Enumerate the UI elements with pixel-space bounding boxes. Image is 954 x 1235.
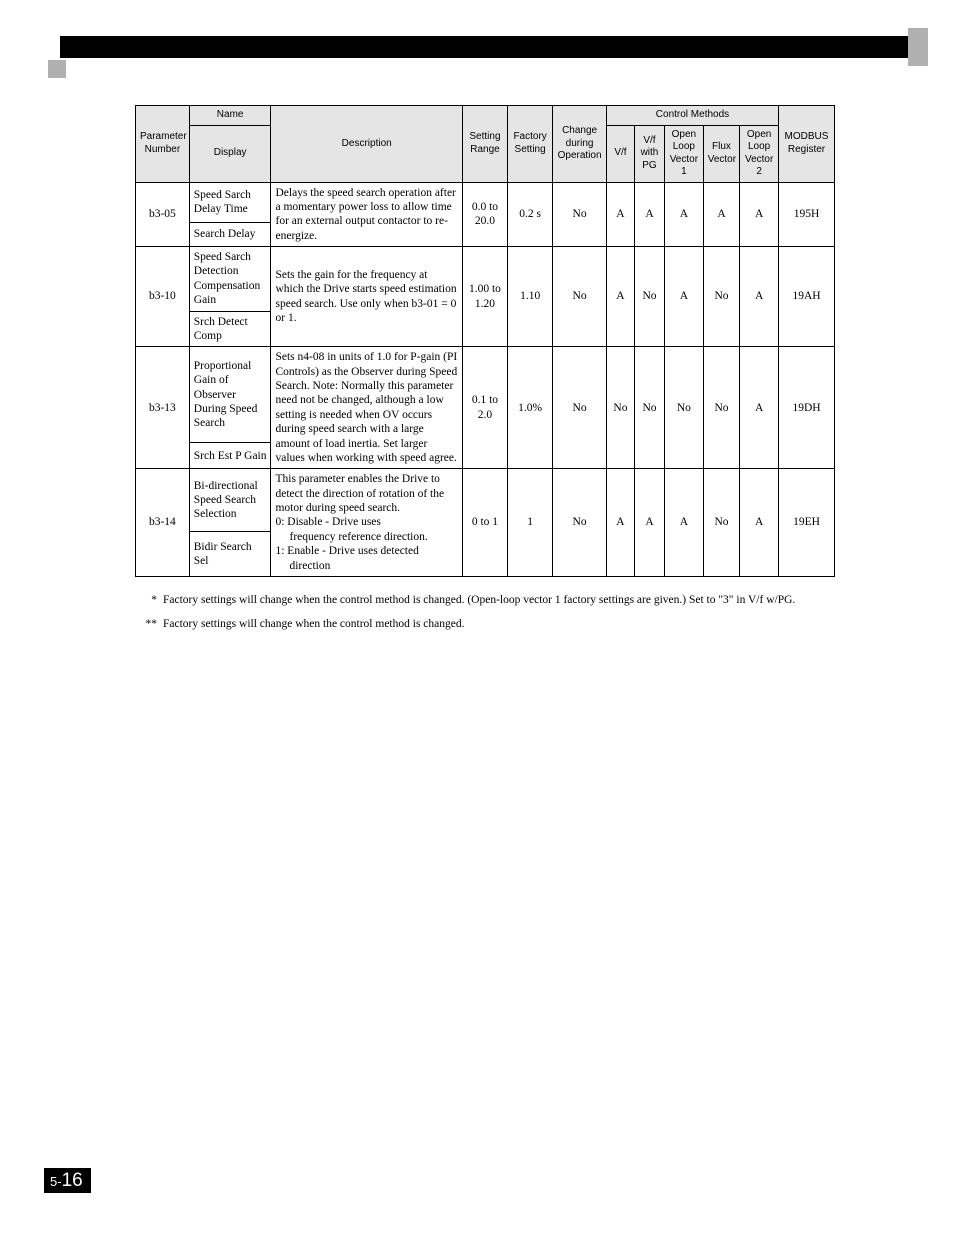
table-row: b3-05 Speed Sarch Delay Time Delays the …: [136, 182, 835, 222]
header-corner: [908, 28, 928, 66]
cell-flux: No: [703, 469, 740, 577]
footnote-mark: **: [135, 615, 163, 633]
cell-flux: No: [703, 247, 740, 347]
cell-flux: No: [703, 347, 740, 469]
cell-vf: A: [606, 182, 634, 247]
cell-change: No: [553, 347, 607, 469]
footnotes: * Factory settings will change when the …: [135, 591, 835, 634]
cell-setting-range: 0.1 to 2.0: [462, 347, 507, 469]
table-row: b3-10 Speed Sarch Detection Compensation…: [136, 247, 835, 312]
cell-vf-pg: No: [634, 247, 664, 347]
col-setting-range: Setting Range: [462, 106, 507, 183]
col-vf: V/f: [606, 125, 634, 182]
cell-display: Search Delay: [189, 222, 271, 246]
col-flux-vector: Flux Vector: [703, 125, 740, 182]
cell-param: b3-14: [136, 469, 190, 577]
cell-change: No: [553, 469, 607, 577]
cell-olv2: A: [740, 347, 779, 469]
col-factory-setting: Factory Setting: [508, 106, 553, 183]
desc-line: 0: Disable - Drive uses: [275, 516, 380, 528]
cell-flux: A: [703, 182, 740, 247]
cell-vf-pg: No: [634, 347, 664, 469]
col-open-loop-vector-2: Open Loop Vector 2: [740, 125, 779, 182]
cell-modbus: 195H: [779, 182, 835, 247]
page-number: 5-16: [44, 1168, 91, 1193]
footnote-text: Factory settings will change when the co…: [163, 591, 795, 609]
cell-change: No: [553, 182, 607, 247]
cell-vf: A: [606, 247, 634, 347]
parameter-table: Parameter Number Name Description Settin…: [135, 105, 835, 577]
cell-display: Srch Est P Gain: [189, 443, 271, 469]
cell-setting-range: 0 to 1: [462, 469, 507, 577]
cell-olv2: A: [740, 182, 779, 247]
col-name: Name: [189, 106, 271, 126]
cell-vf: A: [606, 469, 634, 577]
cell-param: b3-05: [136, 182, 190, 247]
cell-olv1: A: [665, 247, 704, 347]
desc-line: This parameter enables the Drive to dete…: [275, 473, 444, 514]
cell-vf-pg: A: [634, 182, 664, 247]
cell-setting-range: 1.00 to 1.20: [462, 247, 507, 347]
cell-param: b3-10: [136, 247, 190, 347]
cell-modbus: 19DH: [779, 347, 835, 469]
cell-olv2: A: [740, 469, 779, 577]
cell-description: Sets the gain for the frequency at which…: [271, 247, 462, 347]
page-page: 16: [62, 1170, 83, 1191]
col-open-loop-vector-1: Open Loop Vector 1: [665, 125, 704, 182]
table-row: b3-14 Bi-directional Speed Search Select…: [136, 469, 835, 532]
cell-display: Srch Detect Comp: [189, 311, 271, 347]
cell-olv1: A: [665, 469, 704, 577]
cell-vf: No: [606, 347, 634, 469]
desc-line: frequency reference direction.: [275, 530, 457, 544]
cell-modbus: 19AH: [779, 247, 835, 347]
col-vf-with-pg: V/f with PG: [634, 125, 664, 182]
footnote-2: ** Factory settings will change when the…: [135, 615, 835, 633]
col-description: Description: [271, 106, 462, 183]
table-header-row-1: Parameter Number Name Description Settin…: [136, 106, 835, 126]
cell-param: b3-13: [136, 347, 190, 469]
content: Parameter Number Name Description Settin…: [135, 105, 835, 640]
cell-factory-setting: 1.10: [508, 247, 553, 347]
cell-description: Delays the speed search operation after …: [271, 182, 462, 247]
desc-line: direction: [275, 559, 457, 573]
cell-vf-pg: A: [634, 469, 664, 577]
cell-olv2: A: [740, 247, 779, 347]
col-parameter-number: Parameter Number: [136, 106, 190, 183]
footnote-text: Factory settings will change when the co…: [163, 615, 464, 633]
col-change-during-operation: Change during Operation: [553, 106, 607, 183]
cell-setting-range: 0.0 to 20.0: [462, 182, 507, 247]
cell-olv1: No: [665, 347, 704, 469]
header-bar: [60, 36, 914, 58]
cell-name: Bi-directional Speed Search Selection: [189, 469, 271, 532]
footnote-mark: *: [135, 591, 163, 609]
cell-name: Proportional Gain of Observer During Spe…: [189, 347, 271, 443]
cell-olv1: A: [665, 182, 704, 247]
cell-name: Speed Sarch Delay Time: [189, 182, 271, 222]
desc-line: 1: Enable - Drive uses detected: [275, 545, 418, 557]
col-control-methods: Control Methods: [606, 106, 778, 126]
cell-factory-setting: 0.2 s: [508, 182, 553, 247]
cell-factory-setting: 1.0%: [508, 347, 553, 469]
cell-display: Bidir Search Sel: [189, 532, 271, 577]
cell-name: Speed Sarch Detection Compensation Gain: [189, 247, 271, 312]
cell-factory-setting: 1: [508, 469, 553, 577]
cell-modbus: 19EH: [779, 469, 835, 577]
cell-description: This parameter enables the Drive to dete…: [271, 469, 462, 577]
col-display: Display: [189, 125, 271, 182]
footnote-1: * Factory settings will change when the …: [135, 591, 835, 609]
col-modbus-register: MODBUS Register: [779, 106, 835, 183]
cell-description: Sets n4-08 in units of 1.0 for P-gain (P…: [271, 347, 462, 469]
table-row: b3-13 Proportional Gain of Observer Duri…: [136, 347, 835, 443]
cell-change: No: [553, 247, 607, 347]
